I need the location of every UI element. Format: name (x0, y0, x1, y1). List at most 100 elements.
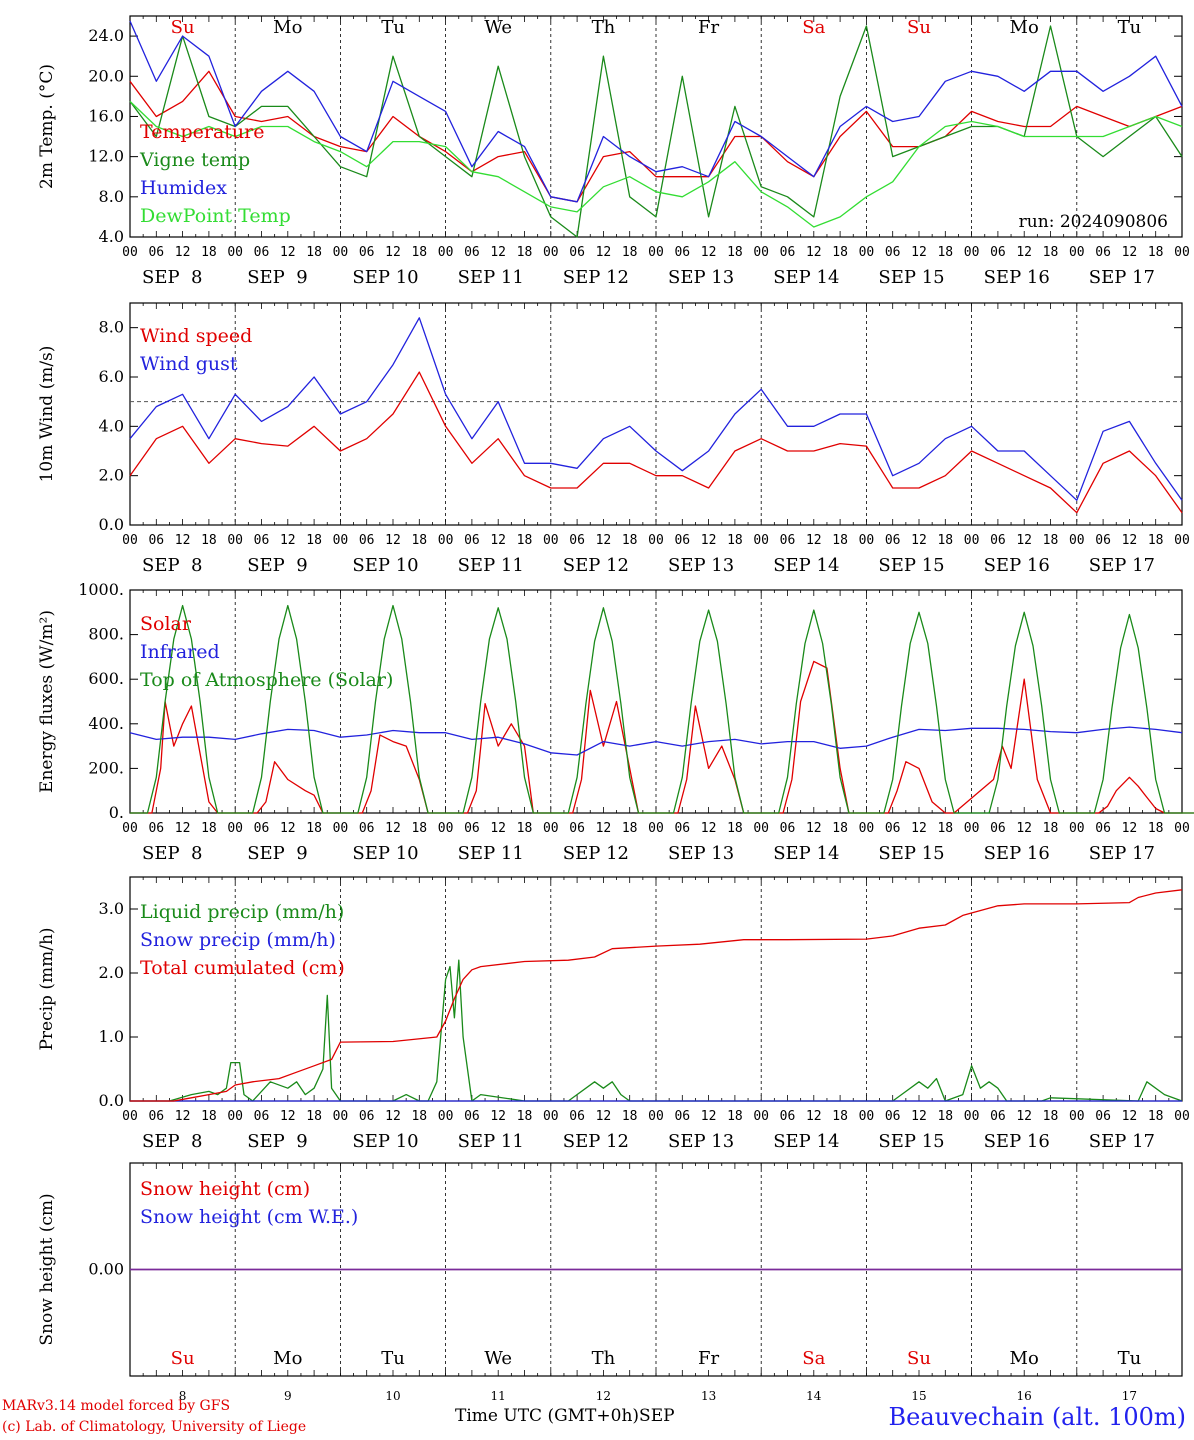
hour-tick-label: 00 (438, 533, 454, 548)
date-label: SEP 16 (984, 843, 1050, 864)
date-label: SEP 16 (984, 1131, 1050, 1152)
hour-tick-label: 12 (806, 821, 822, 836)
hour-tick-label: 12 (385, 245, 401, 260)
hour-tick-label: 18 (937, 533, 953, 548)
weekday-label-bottom: Su (171, 1348, 195, 1369)
hour-tick-label: 06 (780, 1109, 796, 1124)
hour-tick-label: 12 (701, 245, 717, 260)
series-line-wind-gust (129, 317, 1183, 501)
series-line-liquid-precip-mm-h- (130, 959, 1183, 1102)
hour-tick-label: 12 (490, 821, 506, 836)
legend-entry: Humidex (140, 177, 227, 199)
hour-tick-label: 18 (1043, 821, 1059, 836)
date-label: SEP 12 (563, 1131, 629, 1152)
date-label: SEP 10 (352, 843, 418, 864)
hour-tick-label: 06 (359, 1109, 375, 1124)
y-tick-label: 0. (109, 803, 124, 822)
hour-tick-label: 12 (175, 821, 191, 836)
date-label: SEP 11 (458, 555, 524, 576)
date-label: SEP 11 (458, 267, 524, 288)
hour-tick-label: 06 (780, 821, 796, 836)
hour-tick-label: 00 (753, 821, 769, 836)
weekday-label: Su (907, 17, 931, 38)
day-number-label: 8 (179, 1389, 187, 1403)
hour-tick-label: 00 (333, 1109, 349, 1124)
hour-tick-label: 00 (964, 245, 980, 260)
y-axis-label: 10m Wind (m/s) (37, 346, 57, 483)
hour-tick-label: 06 (464, 821, 480, 836)
hour-tick-label: 06 (885, 533, 901, 548)
y-tick-label: 8.0 (99, 187, 124, 206)
hour-tick-label: 00 (1174, 533, 1190, 548)
hour-tick-label: 12 (175, 533, 191, 548)
hour-tick-label: 12 (596, 245, 612, 260)
hour-tick-label: 12 (1016, 1109, 1032, 1124)
weekday-label: Mo (273, 17, 302, 38)
hour-tick-label: 12 (280, 1109, 296, 1124)
y-tick-label: 4.0 (99, 227, 124, 246)
hour-tick-label: 00 (227, 245, 243, 260)
hour-tick-label: 06 (990, 245, 1006, 260)
hour-tick-label: 00 (859, 1109, 875, 1124)
legend-entry: Liquid precip (mm/h) (140, 901, 344, 923)
hour-tick-label: 00 (438, 1109, 454, 1124)
y-tick-label: 400. (88, 714, 124, 733)
date-label: SEP 12 (563, 843, 629, 864)
hour-tick-label: 18 (622, 533, 638, 548)
y-tick-label: 12.0 (88, 147, 124, 166)
hour-tick-label: 18 (832, 245, 848, 260)
day-number-label: 14 (806, 1389, 822, 1403)
hour-tick-label: 06 (569, 245, 585, 260)
station-name: Beauvechain (alt. 100m) (888, 1403, 1186, 1431)
date-label: SEP 15 (878, 843, 944, 864)
hour-tick-label: 06 (780, 533, 796, 548)
hour-tick-label: 18 (201, 533, 217, 548)
hour-tick-label: 06 (359, 821, 375, 836)
x-axis-month: SEP (639, 1406, 675, 1426)
y-tick-label: 20.0 (88, 66, 124, 85)
date-label: SEP 10 (352, 555, 418, 576)
hour-tick-label: 12 (911, 821, 927, 836)
hour-tick-label: 12 (596, 533, 612, 548)
hour-tick-label: 00 (1069, 821, 1085, 836)
hour-tick-label: 06 (254, 1109, 270, 1124)
hour-tick-label: 12 (1122, 1109, 1138, 1124)
weekday-label: Mo (1010, 17, 1039, 38)
hour-tick-label: 18 (1148, 245, 1164, 260)
hour-tick-label: 06 (254, 533, 270, 548)
hour-tick-label: 18 (622, 1109, 638, 1124)
hour-tick-label: 18 (306, 1109, 322, 1124)
series-line-humidex (129, 20, 1183, 203)
hour-tick-label: 12 (1016, 821, 1032, 836)
y-tick-label: 800. (88, 625, 124, 644)
date-label: SEP 8 (142, 555, 202, 576)
weekday-label-bottom: We (484, 1348, 512, 1369)
date-label: SEP 13 (668, 555, 734, 576)
legend-entry: Top of Atmosphere (Solar) (140, 669, 393, 691)
weekday-label-bottom: Su (907, 1348, 931, 1369)
legend-entry: Snow precip (mm/h) (140, 929, 336, 951)
weekday-label: We (484, 17, 512, 38)
date-label: SEP 13 (668, 267, 734, 288)
hour-tick-label: 00 (543, 821, 559, 836)
hour-tick-label: 18 (622, 245, 638, 260)
date-label: SEP 9 (247, 1131, 307, 1152)
hour-tick-label: 12 (1016, 533, 1032, 548)
hour-tick-label: 00 (227, 1109, 243, 1124)
series-line-temperature (129, 70, 1183, 203)
hour-tick-label: 06 (359, 245, 375, 260)
hour-tick-label: 00 (859, 821, 875, 836)
hour-tick-label: 00 (438, 245, 454, 260)
hour-tick-label: 00 (648, 245, 664, 260)
hour-tick-label: 18 (411, 1109, 427, 1124)
y-tick-label: 8.0 (99, 318, 124, 337)
hour-tick-label: 00 (964, 1109, 980, 1124)
lab-credit: (c) Lab. of Climatology, University of L… (2, 1419, 307, 1435)
series-line-infrared (129, 726, 1183, 756)
weekday-label-bottom: Sa (802, 1348, 825, 1369)
hour-tick-label: 12 (1122, 245, 1138, 260)
hour-tick-label: 12 (490, 533, 506, 548)
hour-tick-label: 12 (490, 245, 506, 260)
day-number-label: 10 (385, 1389, 400, 1403)
hour-tick-label: 18 (727, 1109, 743, 1124)
